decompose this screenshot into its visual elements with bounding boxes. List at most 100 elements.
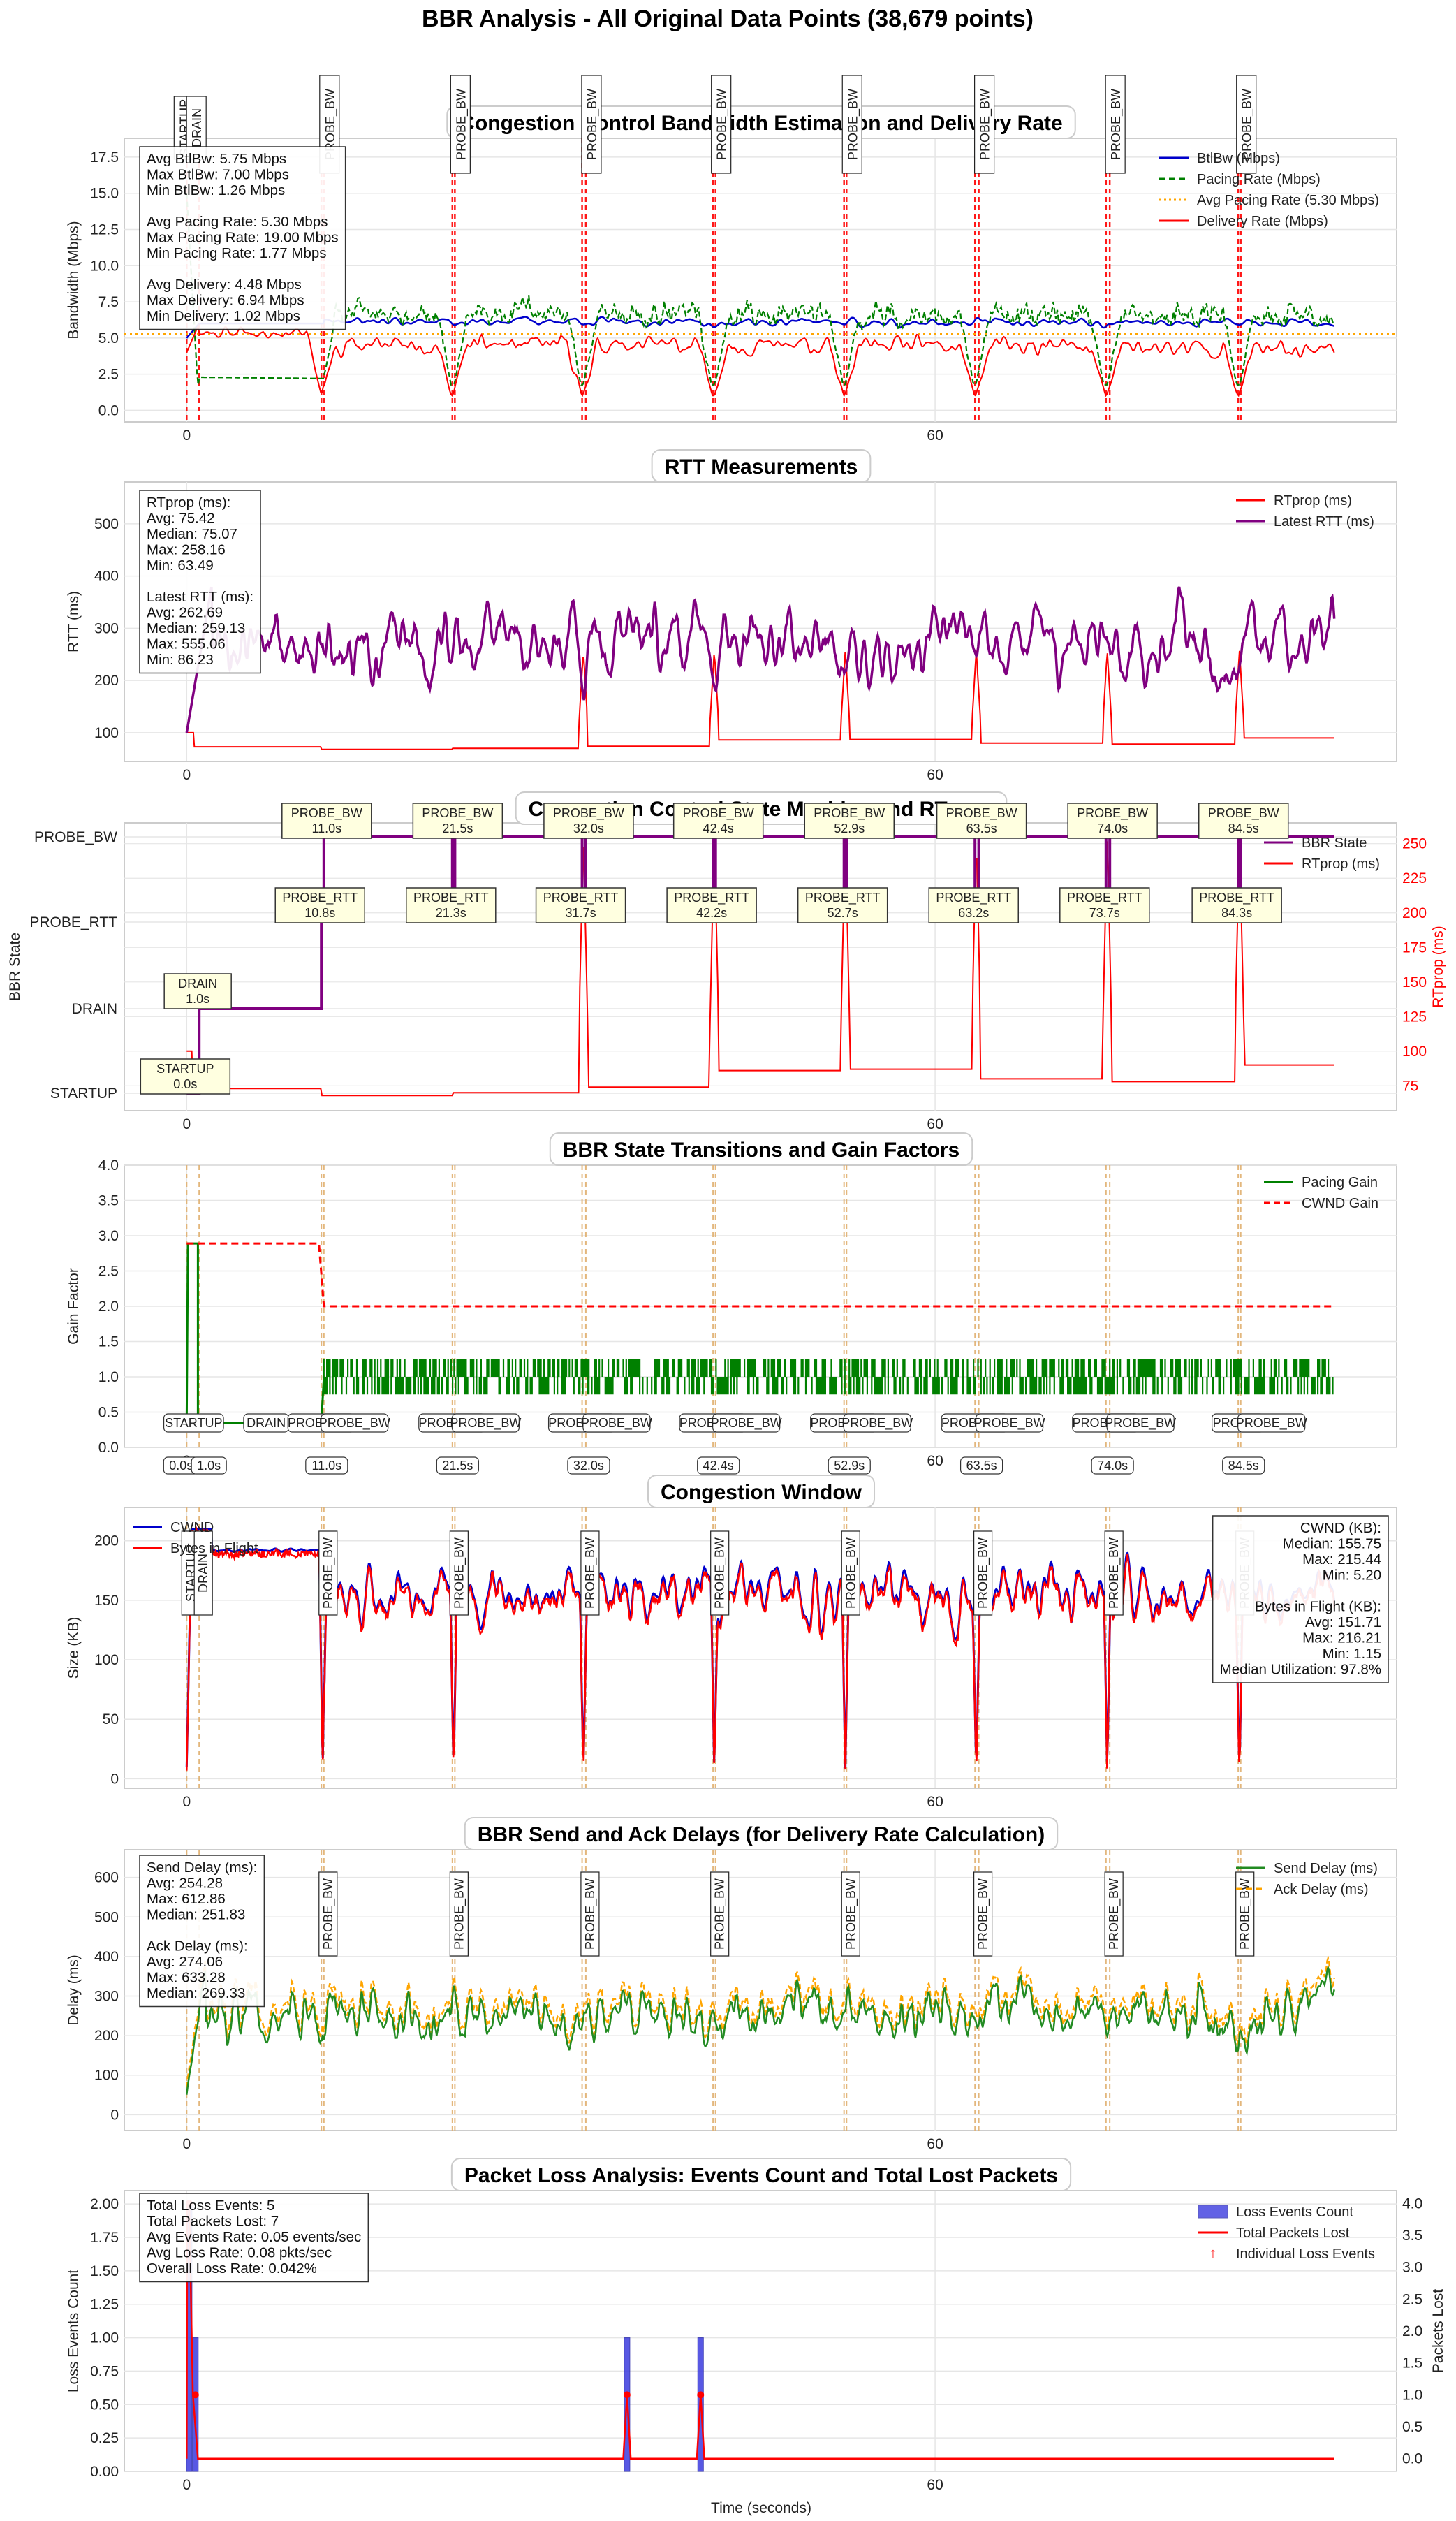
x-tick-label: 60	[927, 428, 943, 444]
state-annotation-box	[936, 803, 1027, 839]
legend-swatch: ↑	[1209, 2246, 1216, 2261]
state-tag-box	[841, 75, 862, 174]
state-annotation-time: 84.5s	[1228, 821, 1259, 835]
state-label-box	[843, 1413, 911, 1433]
y2-tick-label: 125	[1402, 1009, 1427, 1025]
y-tick-label: 12.5	[90, 222, 119, 238]
state-label: PROBE_BW	[581, 1416, 652, 1431]
stats-line: Median Utilization: 97.8%	[1220, 1662, 1381, 1678]
time-label-box	[1222, 1456, 1265, 1475]
time-label-box	[697, 1456, 740, 1475]
state-tag-box	[1236, 75, 1257, 174]
y-tick-label: 10.0	[90, 258, 119, 274]
chart-title: RTT Measurements	[665, 455, 858, 478]
y-tick-label: 2.5	[98, 367, 119, 383]
y2-tick-label: 3.0	[1402, 2260, 1422, 2276]
stats-line: Min Pacing Rate: 1.77 Mbps	[147, 245, 327, 261]
chart-title-box	[464, 1817, 1059, 1850]
stats-line: Max: 216.21	[1302, 1630, 1381, 1646]
state-tag-box	[449, 1530, 469, 1616]
individual-loss-marker	[191, 2391, 199, 2399]
chart-title: BBR State Transitions and Gain Factors	[563, 1139, 959, 1162]
state-tag: PROBE_BW	[713, 1537, 728, 1609]
chart-title: Congestion Window	[661, 1481, 862, 1504]
y-tick-label: 0.0	[98, 1440, 119, 1456]
stats-line: Avg: 274.06	[147, 1954, 223, 1970]
y-tick-label: 0.0	[98, 402, 119, 418]
stats-line: Total Packets Lost: 7	[147, 2214, 279, 2230]
y-tick-label: 7.5	[98, 294, 119, 310]
y-axis-label: Bandwidth (Mbps)	[66, 221, 82, 339]
state-tag-box	[973, 75, 995, 174]
state-annotation-box	[797, 887, 888, 923]
time-label-box	[1091, 1456, 1134, 1475]
state-tag: PROBE_BW	[976, 1878, 991, 1950]
state-annotation-name: PROBE_RTT	[413, 891, 489, 905]
stats-box	[139, 1855, 265, 2008]
chart-panel-7: 0 60 0.00 0.25 0.50 0.75 1.00 1.25 1.50 1.75 2.00 L…	[66, 2158, 1446, 2493]
plot-area	[124, 822, 1397, 1111]
state-label-box	[451, 1413, 520, 1433]
x-tick-label: 60	[927, 2136, 943, 2152]
y-tick-label: 300	[94, 620, 119, 636]
state-annotation-name: PROBE_RTT	[1199, 891, 1274, 905]
time-label: 52.9s	[834, 1459, 865, 1473]
stats-line: Total Loss Events: 5	[147, 2198, 274, 2214]
stats-line: Ack Delay (ms):	[147, 1938, 248, 1954]
y-tick-label: 5.0	[98, 330, 119, 346]
state-label-box	[1237, 1413, 1306, 1433]
state-annotation-box	[140, 1058, 231, 1095]
y2-axis-label: RTprop (ms)	[1430, 926, 1446, 1007]
state-label: DRAIN	[247, 1416, 286, 1430]
y2-tick-label: 2.5	[1402, 2291, 1422, 2307]
state-label-box	[582, 1413, 651, 1433]
stats-line: Median: 75.07	[147, 526, 237, 542]
stats-line: Min: 86.23	[147, 652, 214, 668]
y-axis-label: RTT (ms)	[66, 591, 82, 652]
legend-entry: Send Delay (ms)	[1274, 1861, 1378, 1876]
x-tick-label: 60	[927, 767, 943, 783]
x-tick-label: 0	[182, 1794, 191, 1810]
y-tick-label: 1.0	[98, 1369, 119, 1385]
y2-tick-label: 100	[1402, 1044, 1427, 1060]
stats-line: Min: 5.20	[1323, 1568, 1381, 1584]
state-annotation-name: PROBE_BW	[946, 806, 1017, 821]
stats-line: Max Delivery: 6.94 Mbps	[147, 293, 304, 309]
y2-tick-label: 225	[1402, 870, 1427, 886]
state-annotation-name: PROBE_RTT	[282, 891, 358, 905]
series-delivery-rate	[186, 323, 1335, 397]
stats-line: Avg: 262.69	[147, 605, 223, 621]
state-tag-box	[973, 1530, 993, 1616]
state-tag: PROBE_BW	[846, 89, 860, 160]
stats-line: Bytes in Flight (KB):	[1255, 1599, 1381, 1615]
state-annotation-time: 63.5s	[966, 821, 997, 835]
state-tag: PROBE_BW	[1238, 1878, 1253, 1950]
plot-area	[124, 1849, 1397, 2131]
state-tag-box	[973, 1871, 993, 1957]
series-rtprop	[186, 650, 1334, 750]
y-axis-label: Gain Factor	[66, 1268, 82, 1345]
y-tick-label: 15.0	[90, 186, 119, 202]
x-tick-label: 0	[182, 2136, 191, 2152]
state-tag-box	[581, 75, 602, 174]
y2-tick-label: 3.5	[1402, 2228, 1422, 2244]
y-tick-label: 500	[94, 1909, 119, 1925]
y-tick-label: 17.5	[90, 149, 119, 166]
state-tag: DRAIN	[190, 108, 204, 147]
state-annotation-box	[1198, 803, 1289, 839]
stats-line: Max: 215.44	[1302, 1551, 1381, 1568]
time-label: 74.0s	[1097, 1459, 1128, 1473]
y-tick-label: 1.00	[90, 2330, 119, 2346]
time-label: 11.0s	[311, 1459, 341, 1473]
state-annotation-time: 10.8s	[304, 906, 335, 920]
y2-tick-label: 0.5	[1402, 2419, 1422, 2435]
legend-entry: Pacing Rate (Mbps)	[1197, 172, 1321, 187]
y-tick-label: 1.75	[90, 2230, 119, 2246]
state-annotation-name: PROBE_RTT	[1067, 891, 1142, 905]
stats-box	[1212, 1515, 1389, 1683]
stats-line: Min BtlBw: 1.26 Mbps	[147, 182, 285, 198]
state-tick-label: PROBE_BW	[34, 829, 117, 845]
individual-loss-marker	[623, 2391, 631, 2399]
legend-entry: CWND	[170, 1520, 214, 1535]
